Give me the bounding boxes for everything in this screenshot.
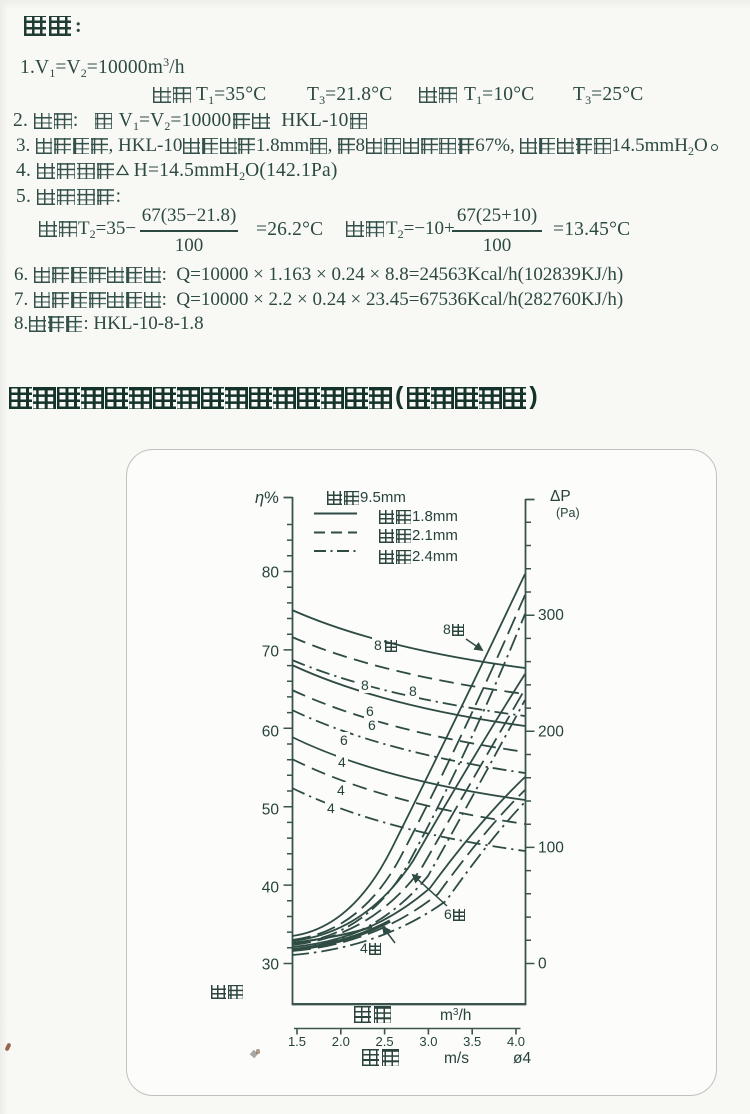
- svg-text:70: 70: [262, 644, 280, 661]
- svg-text:ΔP: ΔP: [550, 488, 571, 505]
- svg-text:30: 30: [262, 957, 280, 974]
- svg-text:40: 40: [262, 880, 280, 897]
- svg-text:0: 0: [538, 956, 547, 973]
- svg-text:100: 100: [538, 839, 564, 856]
- svg-text:1.5: 1.5: [288, 1034, 306, 1049]
- svg-text:3.5: 3.5: [463, 1034, 481, 1049]
- svg-text:300: 300: [538, 607, 564, 624]
- svg-text:η%: η%: [255, 489, 279, 507]
- svg-text:80: 80: [262, 565, 280, 582]
- svg-text:50: 50: [262, 802, 280, 819]
- svg-text:200: 200: [538, 723, 564, 740]
- svg-text:4.0: 4.0: [507, 1034, 525, 1049]
- svg-text:m3/h: m3/h: [440, 1007, 471, 1024]
- svg-text:3.0: 3.0: [419, 1034, 437, 1049]
- svg-text:m/s: m/s: [444, 1050, 469, 1067]
- svg-text:ø4: ø4: [513, 1050, 531, 1067]
- svg-text:2.0: 2.0: [332, 1034, 350, 1049]
- svg-text:(Pa): (Pa): [556, 506, 580, 520]
- svg-text:60: 60: [262, 724, 280, 741]
- svg-text:2.5: 2.5: [376, 1034, 394, 1049]
